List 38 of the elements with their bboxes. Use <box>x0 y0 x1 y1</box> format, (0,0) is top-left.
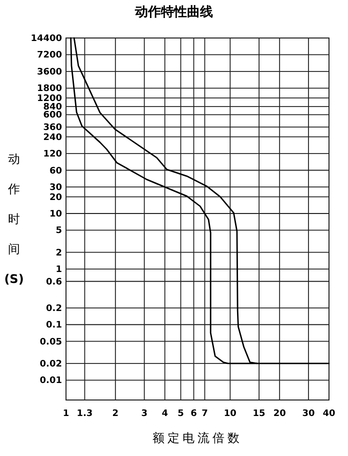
y-tick-label: 10 <box>49 209 62 220</box>
y-tick-label: 60 <box>49 166 62 176</box>
text: 动作时间(S) <box>4 152 24 286</box>
x-tick-label: 3 <box>141 409 148 419</box>
y-tick-label: 0.02 <box>40 359 62 370</box>
x-tick-label: 6 <box>190 409 197 419</box>
y-tick-label: 0.01 <box>40 376 62 386</box>
y-tick-label: 0.05 <box>40 337 62 348</box>
y-tick-label: 3600 <box>36 67 62 78</box>
y-tick-label: 120 <box>43 150 62 160</box>
x-tick-label: 7 <box>202 409 208 419</box>
x-tick-label: 40 <box>322 409 336 419</box>
x-tick-label: 10 <box>224 409 236 419</box>
x-tick-label: 4 <box>162 409 168 419</box>
y-tick-label: 0.1 <box>46 320 62 331</box>
chart-title: 动作特性曲线 <box>134 5 213 20</box>
y-tick-label: 1800 <box>36 84 62 94</box>
y-tick-label: 2 <box>56 248 62 258</box>
x-tick-label: 2 <box>112 409 119 419</box>
y-tick-label: 30 <box>49 182 62 193</box>
y-tick-label: 20 <box>49 192 62 203</box>
x-tick-label: 1 <box>62 409 70 419</box>
y-tick-label: 1 <box>56 265 62 276</box>
y-tick-label: 14400 <box>30 34 62 44</box>
y-tick-label: 360 <box>43 123 62 134</box>
x-tick-label: 1.3 <box>76 409 93 419</box>
y-tick-label: 240 <box>43 132 62 143</box>
y-tick-label: 5 <box>56 226 62 236</box>
x-axis-title: 额定电流倍数 <box>152 431 242 445</box>
x-tick-label: 20 <box>273 409 286 419</box>
y-tick-label: 0.2 <box>46 304 62 314</box>
y-tick-label: 600 <box>43 110 62 121</box>
x-tick-label: 30 <box>302 409 315 419</box>
x-tick-label: 5 <box>178 409 184 419</box>
y-tick-label: 1200 <box>36 94 62 104</box>
y-tick-label: 7200 <box>36 50 62 61</box>
x-tick-label: 15 <box>252 409 266 419</box>
y-tick-label: 0.6 <box>46 277 62 288</box>
